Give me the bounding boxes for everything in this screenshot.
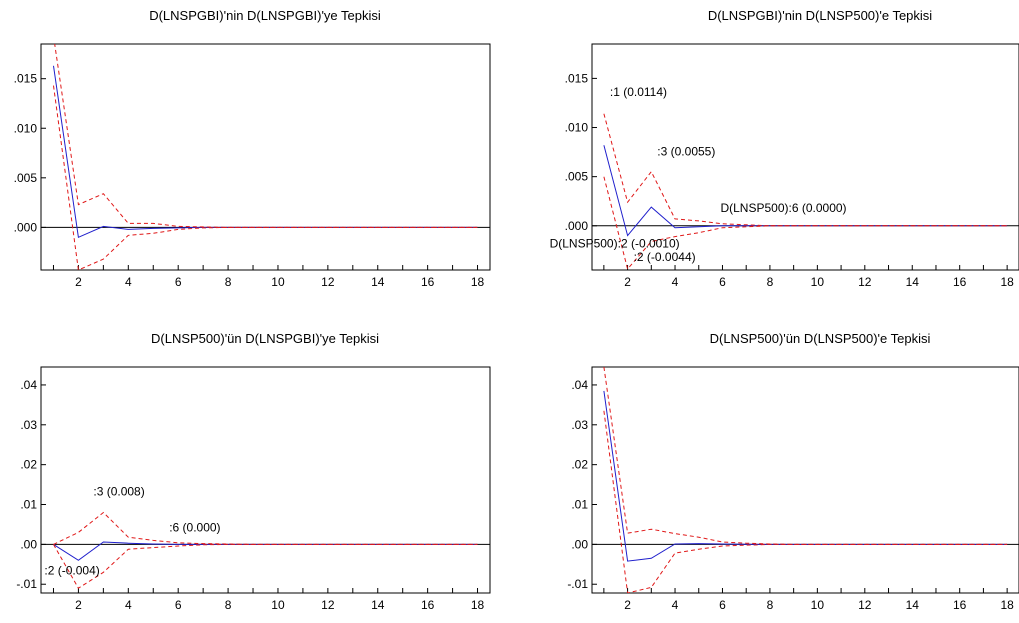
series-group [603,367,1008,593]
data-annotation: :3 (0.0055) [657,145,715,159]
x-tick-label: 16 [953,275,967,289]
y-tick-label: .010 [565,121,589,135]
chart-title: D(LNSP500)'ün D(LNSPGBI)'ye Tepkisi [151,331,379,346]
x-tick-label: 4 [672,598,679,612]
plot-frame [40,366,491,594]
y-tick-label: -.01 [16,577,37,591]
x-tick-label: 16 [421,275,435,289]
chart-panel-3: D(LNSP500)'ün D(LNSPGBI)'ye Tepkisi .04 .0… [16,331,491,612]
chart-panel-2: D(LNSPGBI)'nin D(LNSP500)'e Tepkisi .015.… [550,8,1019,289]
x-tick-label: 8 [767,598,774,612]
y-tick-label: .000 [565,219,589,233]
y-tick-label: -.01 [567,577,588,591]
x-tick-label: 6 [719,275,726,289]
y-tick-label: .000 [14,220,38,234]
x-tick-label: 2 [624,598,631,612]
y-tick-label: .04 [20,378,37,392]
y-tick-label: .02 [20,458,37,472]
response-line [603,145,1008,237]
x-tick-label: 18 [471,275,485,289]
y-tick-label: .015 [565,71,589,85]
x-tick-label: 6 [175,275,182,289]
chart-panel-4: D(LNSP500)'ün D(LNSP500)'e Tepkisi .04 .03… [567,331,1019,612]
upper-band-line [603,367,1008,545]
x-tick-label: 16 [953,598,967,612]
data-annotation: :2 (-0.0044) [634,250,696,264]
x-tick-label: 12 [321,275,335,289]
chart-title: D(LNSPGBI)'nin D(LNSPGBI)'ye Tepkisi [149,8,381,23]
x-tick-label: 4 [672,275,679,289]
x-tick-label: 8 [225,275,232,289]
x-tick-label: 4 [125,598,132,612]
x-tick-label: 16 [421,598,435,612]
plot-frame [40,43,491,271]
x-tick-label: 2 [75,275,82,289]
y-tick-label: .02 [571,458,588,472]
data-annotation: :1 (0.0114) [610,85,667,99]
x-tick-label: 8 [225,598,232,612]
y-tick-label: .04 [571,378,588,392]
x-tick-label: 18 [1000,598,1014,612]
x-tick-label: 2 [75,598,82,612]
x-tick-label: 4 [125,275,132,289]
x-tick-label: 18 [471,598,485,612]
x-tick-label: 14 [371,598,385,612]
data-annotation: D(LNSP500):6 (0.0000) [720,201,846,215]
x-tick-label: 10 [271,275,285,289]
y-tick-label: .005 [565,170,589,184]
y-tick-label: .00 [20,537,37,551]
x-tick-label: 10 [811,598,825,612]
y-tick-label: .01 [571,498,588,512]
x-tick-label: 14 [371,275,385,289]
lower-band-line [603,176,1008,270]
x-tick-label: 10 [811,275,825,289]
x-tick-label: 10 [271,598,285,612]
data-annotation: :3 (0.008) [93,484,144,498]
series-group [53,44,478,270]
response-line [603,390,1008,562]
x-tick-label: 6 [719,598,726,612]
upper-band-line [54,44,478,228]
x-tick-label: 2 [624,275,631,289]
response-line [53,65,478,239]
series-group [53,511,478,589]
x-tick-label: 8 [767,275,774,289]
x-tick-label: 14 [906,275,920,289]
y-tick-label: .01 [20,498,37,512]
data-annotation: :6 (0.000) [169,520,220,534]
lower-band-line [603,410,1008,593]
x-tick-label: 12 [858,275,872,289]
chart-panel-1: D(LNSPGBI)'nin D(LNSPGBI)'ye Tepkisi .015… [14,8,491,289]
y-tick-label: .005 [14,171,38,185]
x-tick-label: 14 [906,598,920,612]
y-tick-label: .010 [14,121,38,135]
data-annotation: D(LNSP500):2 (-0.0010) [550,237,680,251]
plot-frame [591,366,1019,594]
x-tick-label: 18 [1000,275,1014,289]
series-group [603,113,1008,270]
plot-frame [591,43,1019,271]
x-tick-label: 6 [175,598,182,612]
chart-title: D(LNSP500)'ün D(LNSP500)'e Tepkisi [710,331,931,346]
y-tick-label: .015 [14,72,38,86]
y-tick-label: .03 [20,418,37,432]
y-tick-label: .03 [571,418,588,432]
lower-band-line [53,543,478,589]
x-tick-label: 12 [321,598,335,612]
x-tick-label: 12 [858,598,872,612]
chart-title: D(LNSPGBI)'nin D(LNSP500)'e Tepkisi [708,8,932,23]
upper-band-line [53,511,478,545]
lower-band-line [53,85,478,270]
data-annotation: :2 (-0.004) [44,563,99,577]
y-tick-label: .00 [571,537,588,551]
